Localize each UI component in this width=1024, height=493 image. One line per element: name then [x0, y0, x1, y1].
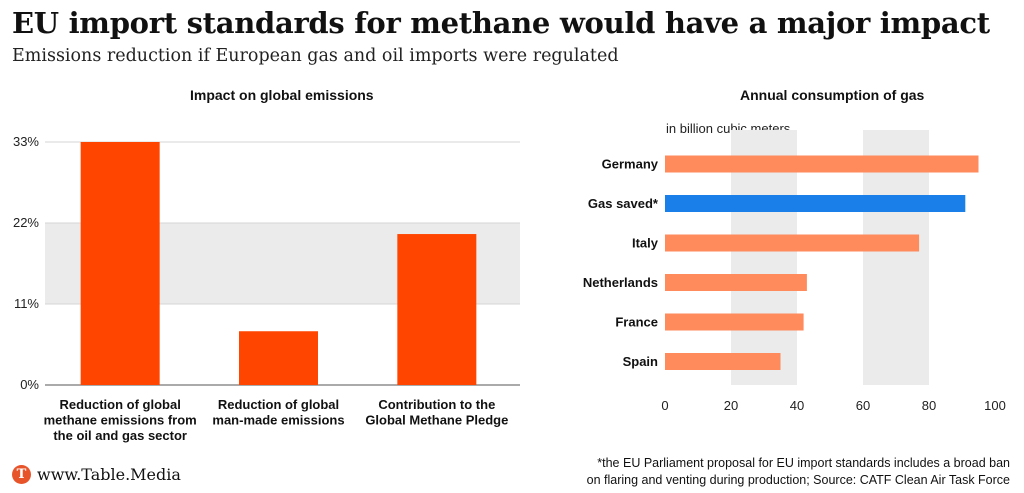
y-tick-label: 11% [14, 296, 39, 311]
bar [665, 195, 966, 212]
y-category-label: France [615, 315, 658, 330]
y-category-label: Gas saved* [588, 196, 659, 211]
bar [397, 234, 477, 385]
x-category-label: Contribution to the [378, 397, 495, 412]
footnote-line-2: on flaring and venting during production… [586, 473, 1010, 487]
bar [239, 331, 318, 385]
x-tick-label: 80 [922, 398, 936, 413]
x-category-label: man-made emissions [212, 413, 344, 428]
x-tick-label: 100 [984, 398, 1006, 413]
x-tick-label: 60 [856, 398, 870, 413]
y-tick-label: 33% [13, 134, 39, 149]
x-category-label: the oil and gas sector [53, 428, 187, 443]
x-tick-label: 40 [790, 398, 804, 413]
chart-subtitle: Emissions reduction if European gas and … [12, 46, 619, 66]
x-tick-label: 20 [724, 398, 738, 413]
bar [665, 274, 807, 291]
bar [665, 234, 920, 252]
footnote: *the EU Parliament proposal for EU impor… [540, 455, 1010, 489]
right-bar-chart: 0 20 40 60 80 100 Germany Gas saved* Italy Nether… [583, 130, 1006, 413]
left-panel-title: Impact on global emissions [190, 87, 374, 103]
x-category-label: Global Methane Pledge [365, 413, 508, 428]
x-category-label: Reduction of global [218, 397, 339, 412]
footer-branding: T www.Table.Media [12, 465, 181, 484]
bar [665, 155, 979, 173]
x-category-label: methane emissions from [44, 413, 197, 428]
chart-title: EU import standards for methane would ha… [12, 6, 990, 40]
y-category-label: Spain [623, 354, 658, 369]
right-panel-title: Annual consumption of gas [740, 87, 925, 103]
y-category-label: Germany [602, 157, 659, 172]
x-tick-label: 0 [661, 398, 668, 413]
y-category-label: Italy [632, 236, 659, 251]
x-category-label: Reduction of global [60, 397, 181, 412]
footnote-line-1: *the EU Parliament proposal for EU impor… [597, 456, 1010, 470]
site-link[interactable]: www.Table.Media [37, 465, 181, 484]
y-category-label: Netherlands [583, 275, 658, 290]
bar [665, 353, 781, 370]
bar [80, 142, 160, 385]
bar [665, 313, 804, 331]
table-media-logo-icon: T [12, 465, 31, 484]
y-tick-label: 22% [13, 215, 39, 230]
y-tick-label: 0% [20, 377, 39, 392]
